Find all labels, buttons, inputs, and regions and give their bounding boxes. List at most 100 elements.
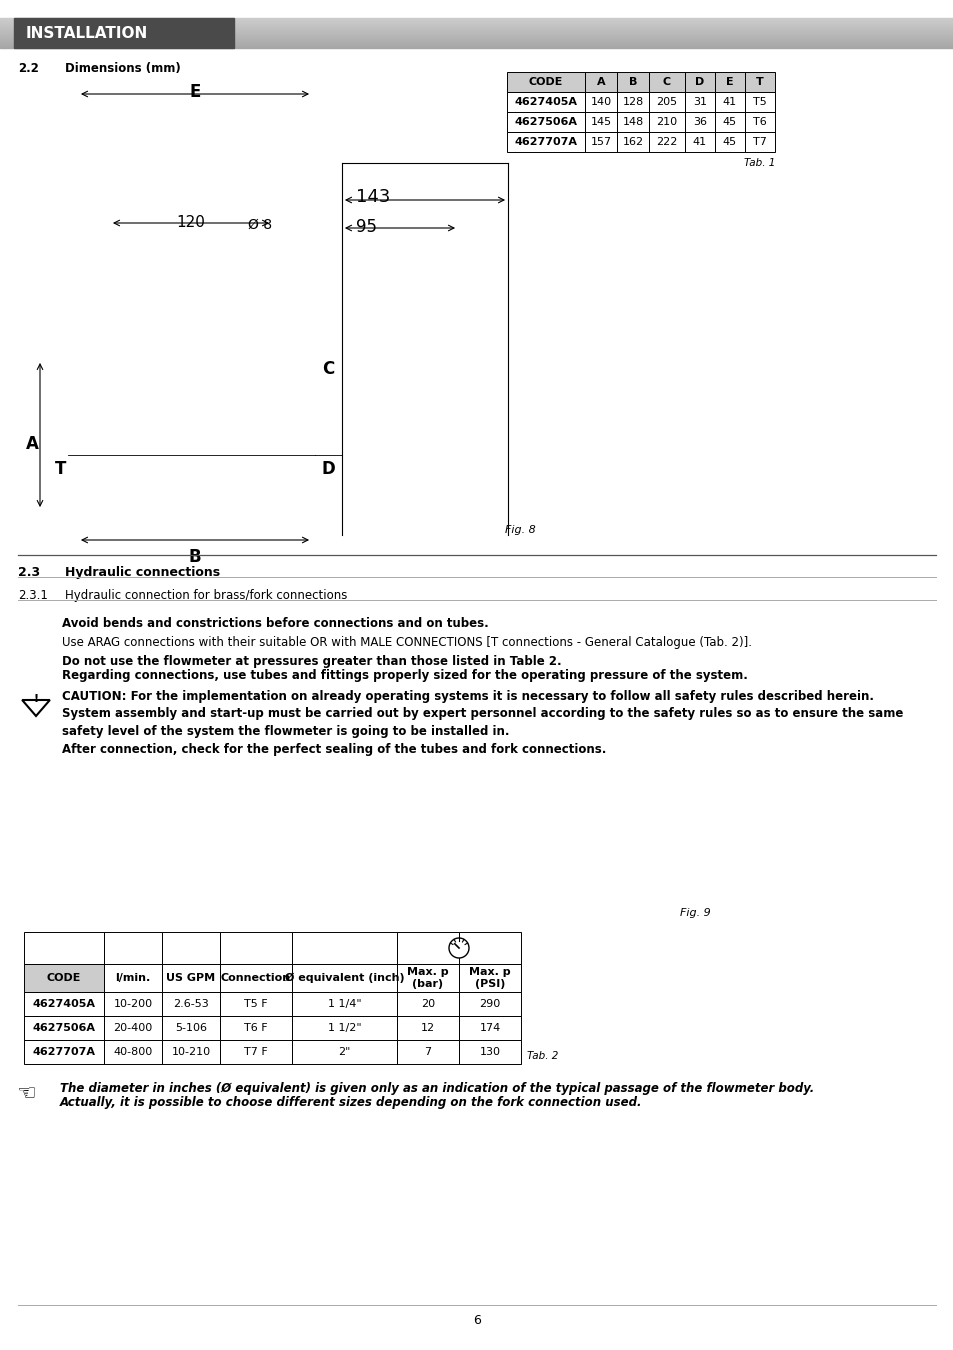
Bar [24, 1040, 104, 1064]
Text: 36: 36 [692, 117, 706, 127]
Text: Tab. 1: Tab. 1 [742, 158, 774, 167]
Bar [584, 112, 617, 132]
Bar [220, 1040, 292, 1064]
Text: CODE: CODE [528, 77, 562, 86]
Bar [684, 92, 714, 112]
Bar [104, 931, 162, 964]
Bar [458, 992, 520, 1017]
Text: 128: 128 [621, 97, 643, 107]
Text: 148: 148 [621, 117, 643, 127]
Bar [162, 992, 220, 1017]
Text: 41: 41 [692, 136, 706, 147]
Bar [150, 765, 789, 919]
Text: T7: T7 [752, 136, 766, 147]
Bar [292, 931, 396, 964]
Bar [744, 92, 774, 112]
Text: Max. p
(PSI): Max. p (PSI) [469, 967, 510, 988]
Text: Ø equivalent (inch): Ø equivalent (inch) [284, 973, 404, 983]
Text: ☜: ☜ [16, 1084, 36, 1104]
Bar [684, 72, 714, 92]
Text: 4627506A: 4627506A [514, 117, 577, 127]
Bar [714, 92, 744, 112]
Text: B: B [628, 77, 637, 86]
Bar [617, 132, 648, 153]
Bar [396, 964, 458, 992]
Bar [714, 132, 744, 153]
Text: 205: 205 [656, 97, 677, 107]
Text: 41: 41 [722, 97, 737, 107]
Bar [506, 112, 584, 132]
Bar [506, 72, 584, 92]
Text: 4627707A: 4627707A [32, 1048, 95, 1057]
Text: 2.3: 2.3 [18, 566, 40, 579]
Bar [458, 931, 520, 964]
Circle shape [449, 938, 469, 958]
Text: Max. p
(bar): Max. p (bar) [407, 967, 448, 988]
Bar [220, 1017, 292, 1040]
Text: 210: 210 [656, 117, 677, 127]
Text: 1 1/2": 1 1/2" [327, 1023, 361, 1033]
Text: 12: 12 [420, 1023, 435, 1033]
Bar [617, 72, 648, 92]
Text: T6 F: T6 F [244, 1023, 268, 1033]
Text: After connection, check for the perfect sealing of the tubes and fork connection: After connection, check for the perfect … [62, 743, 606, 756]
Text: Regarding connections, use tubes and fittings properly sized for the operating p: Regarding connections, use tubes and fit… [62, 670, 747, 682]
Text: E: E [189, 82, 200, 101]
Bar [744, 72, 774, 92]
Text: 5-106: 5-106 [174, 1023, 207, 1033]
Text: 6: 6 [473, 1314, 480, 1327]
Text: 10-200: 10-200 [113, 999, 152, 1008]
Text: T5 F: T5 F [244, 999, 268, 1008]
Text: 2": 2" [338, 1048, 351, 1057]
Bar [292, 964, 396, 992]
Bar [648, 92, 684, 112]
Bar [24, 1017, 104, 1040]
Text: Hydraulic connection for brass/fork connections: Hydraulic connection for brass/fork conn… [65, 589, 347, 602]
Text: T: T [756, 77, 763, 86]
Text: 4627405A: 4627405A [514, 97, 577, 107]
Bar [684, 112, 714, 132]
Bar [458, 1040, 520, 1064]
Text: 20: 20 [420, 999, 435, 1008]
Text: The diameter in inches (Ø equivalent) is given only as an indication of the typi: The diameter in inches (Ø equivalent) is… [60, 1081, 814, 1095]
Text: 2.6-53: 2.6-53 [172, 999, 209, 1008]
Bar [506, 132, 584, 153]
Text: l/min.: l/min. [115, 973, 151, 983]
Bar [714, 72, 744, 92]
Bar [584, 132, 617, 153]
Bar [292, 1040, 396, 1064]
Bar [617, 92, 648, 112]
Bar [14, 18, 233, 49]
Text: T: T [55, 460, 67, 478]
Text: 95: 95 [355, 217, 376, 236]
Text: 7: 7 [424, 1048, 431, 1057]
Text: 140: 140 [590, 97, 611, 107]
Bar [162, 964, 220, 992]
Bar [292, 992, 396, 1017]
Bar [220, 931, 292, 964]
Text: Dimensions (mm): Dimensions (mm) [65, 62, 180, 76]
Bar [584, 92, 617, 112]
Bar [458, 964, 520, 992]
Text: B: B [189, 548, 201, 566]
Text: 31: 31 [692, 97, 706, 107]
Text: 222: 222 [656, 136, 677, 147]
Bar [396, 1040, 458, 1064]
Text: A: A [596, 77, 604, 86]
Text: Do not use the flowmeter at pressures greater than those listed in Table 2.: Do not use the flowmeter at pressures gr… [62, 655, 561, 668]
Bar [648, 132, 684, 153]
Text: C: C [322, 360, 334, 378]
Text: Connection: Connection [221, 973, 291, 983]
Bar [24, 992, 104, 1017]
Text: D: D [695, 77, 704, 86]
Text: 1 1/4": 1 1/4" [327, 999, 361, 1008]
Bar [220, 964, 292, 992]
Text: 174: 174 [478, 1023, 500, 1033]
Text: 40-800: 40-800 [113, 1048, 152, 1057]
Text: 4627405A: 4627405A [32, 999, 95, 1008]
Text: D: D [322, 460, 335, 478]
Text: 10-210: 10-210 [172, 1048, 211, 1057]
Bar [744, 132, 774, 153]
Bar [506, 92, 584, 112]
Bar [162, 1040, 220, 1064]
